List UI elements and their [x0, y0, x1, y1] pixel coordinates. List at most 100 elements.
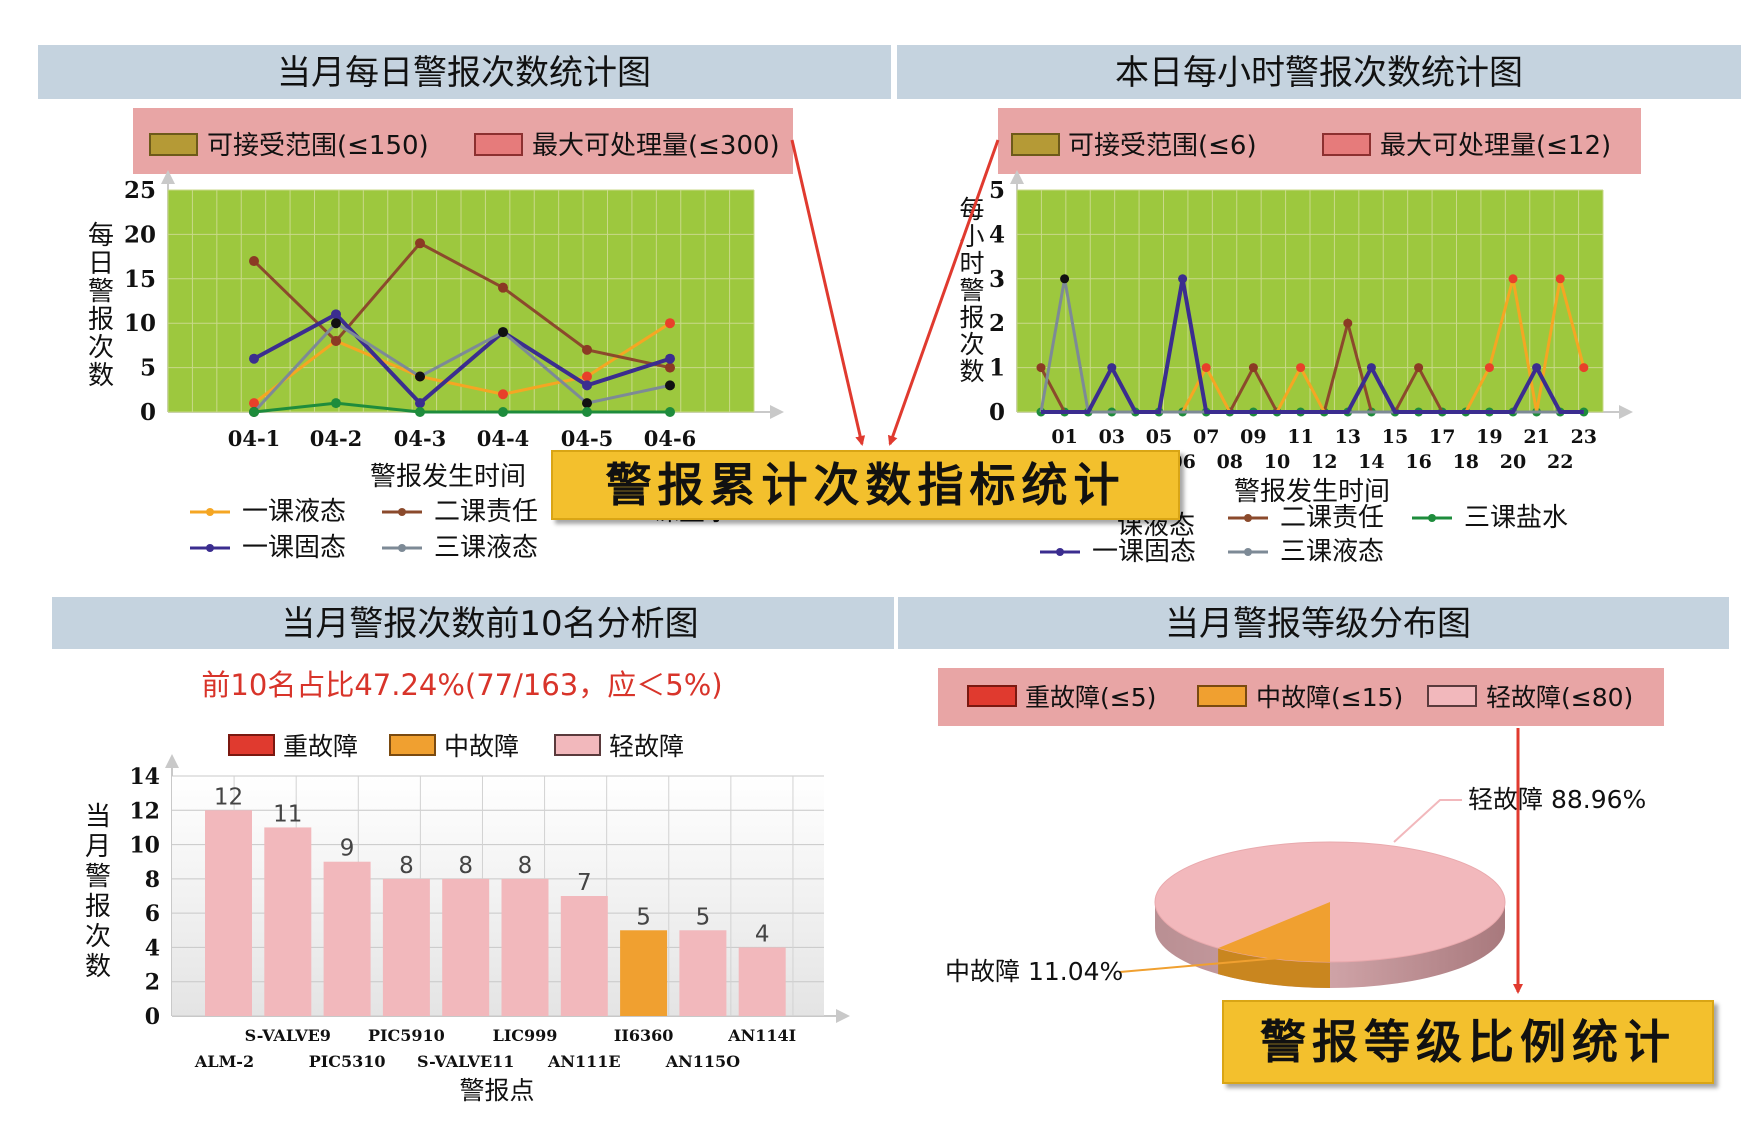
top10-x-axis-label: 警报点	[459, 1076, 534, 1105]
axis-label-char: 日	[88, 249, 114, 279]
legend-marker-icon	[1428, 514, 1436, 522]
hourly-title-bar	[897, 45, 1741, 99]
x-tick-label: 19	[1476, 426, 1502, 448]
series-line-三课液态	[252, 321, 671, 414]
bar	[323, 861, 371, 1016]
level-legend-severe: 重故障(≤5)	[1025, 683, 1156, 712]
daily-threshold-legend	[133, 108, 793, 174]
axis-label-char: 警	[85, 862, 111, 892]
data-point	[582, 380, 592, 391]
severe-swatch-icon	[967, 685, 1017, 707]
x-tick-label: 15	[1382, 426, 1408, 448]
level-legend-light: 轻故障(≤80)	[1486, 683, 1633, 712]
y-tick-label: 5	[140, 355, 156, 382]
bar	[738, 947, 786, 1016]
data-point	[665, 362, 675, 373]
series-line-三课盐水	[253, 401, 670, 414]
data-point	[1248, 363, 1258, 373]
data-point	[1532, 363, 1542, 373]
y-tick-label: 1	[989, 355, 1005, 382]
data-point	[331, 398, 341, 409]
legend-label: 一课液态	[242, 497, 346, 527]
light-swatch-icon	[554, 734, 601, 756]
data-label: 9	[340, 836, 355, 862]
cumulative-stats-banner: 警报累计次数指标统计	[551, 450, 1180, 520]
max-capacity-swatch-icon	[474, 133, 523, 156]
y-tick-label: 4	[145, 935, 160, 961]
data-point	[665, 407, 675, 417]
daily-title-bar	[38, 45, 891, 99]
axis-label-char: 次	[88, 333, 114, 363]
x-tick-label: S-VALVE9	[245, 1026, 331, 1045]
acceptable-swatch-icon	[149, 133, 198, 156]
axis-label-char: 报	[85, 892, 111, 922]
series-line-一课液态	[253, 321, 671, 405]
data-point	[1414, 363, 1424, 373]
data-point	[1579, 363, 1589, 373]
y-tick-label: 0	[145, 1004, 160, 1030]
bar	[442, 878, 490, 1016]
x-tick-label: LIC999	[493, 1026, 558, 1045]
axis-label-char: 次	[85, 922, 111, 952]
data-point	[415, 407, 425, 417]
top10-legend-light: 轻故障	[609, 732, 684, 761]
x-tick-label: 12	[1311, 451, 1337, 473]
data-point	[665, 380, 675, 391]
x-tick-label: 08	[1217, 451, 1243, 473]
data-point	[415, 398, 425, 409]
x-tick-label: 04-2	[310, 426, 363, 451]
legend-label: 二课责任	[1280, 503, 1384, 533]
axis-label-char: 时	[959, 249, 984, 278]
x-tick-label: PIC5910	[368, 1026, 445, 1045]
data-label: 8	[518, 853, 533, 879]
legend-label: 一课固态	[1092, 537, 1196, 567]
legend-label: 三课液态	[1280, 537, 1384, 567]
bar	[560, 896, 608, 1016]
x-tick-label: II6360	[614, 1026, 674, 1045]
hourly-legend-acceptable: 可接受范围(≤6)	[1068, 131, 1257, 161]
bar	[205, 810, 252, 1016]
legend-label: 二课责任	[434, 497, 538, 527]
bar	[501, 878, 549, 1016]
data-point	[1484, 363, 1494, 373]
data-point	[1555, 274, 1565, 284]
leader-line	[1393, 799, 1462, 843]
data-label: 11	[273, 801, 302, 827]
data-label: 5	[696, 904, 711, 930]
level-legend	[938, 668, 1664, 726]
x-tick-label: 05	[1146, 426, 1172, 448]
legend-marker-icon	[206, 544, 214, 552]
x-tick-label: 14	[1358, 451, 1384, 473]
top10-title: 当月警报次数前10名分析图	[281, 604, 698, 644]
y-tick-label: 3	[989, 266, 1005, 293]
data-point	[582, 398, 592, 409]
bar	[679, 930, 727, 1016]
hourly-y-axis-label: 每小时警报次数	[959, 195, 984, 386]
legend-marker-icon	[1056, 548, 1064, 556]
daily-y-axis-label: 每日警报次数	[88, 221, 114, 391]
data-point	[331, 318, 341, 329]
data-point	[249, 353, 259, 364]
daily-line-chart: 0 5 10 15 20 25 04-1 04-2 04-3 04-4 04-5 04-6	[124, 170, 784, 451]
x-axis-arrow-icon	[1619, 405, 1633, 419]
y-tick-label: 10	[129, 833, 160, 859]
data-point	[498, 282, 508, 293]
series-line-一课固态	[253, 311, 671, 406]
y-tick-label: 6	[145, 901, 160, 927]
y-tick-label: 0	[989, 399, 1005, 426]
data-label: 12	[214, 784, 243, 810]
x-tick-label: 22	[1547, 451, 1573, 473]
x-tick-label: 10	[1264, 451, 1290, 473]
y-axis-arrow-icon	[161, 170, 175, 184]
level-legend-medium: 中故障(≤15)	[1256, 683, 1403, 712]
data-point	[249, 256, 259, 267]
y-tick-label: 15	[124, 266, 156, 293]
x-tick-label: ALM-2	[194, 1052, 254, 1071]
y-tick-label: 20	[124, 221, 156, 248]
y-tick-label: 14	[129, 764, 160, 790]
bar	[620, 930, 668, 1016]
y-tick-label: 2	[145, 970, 160, 996]
axis-label-char: 数	[959, 357, 984, 386]
